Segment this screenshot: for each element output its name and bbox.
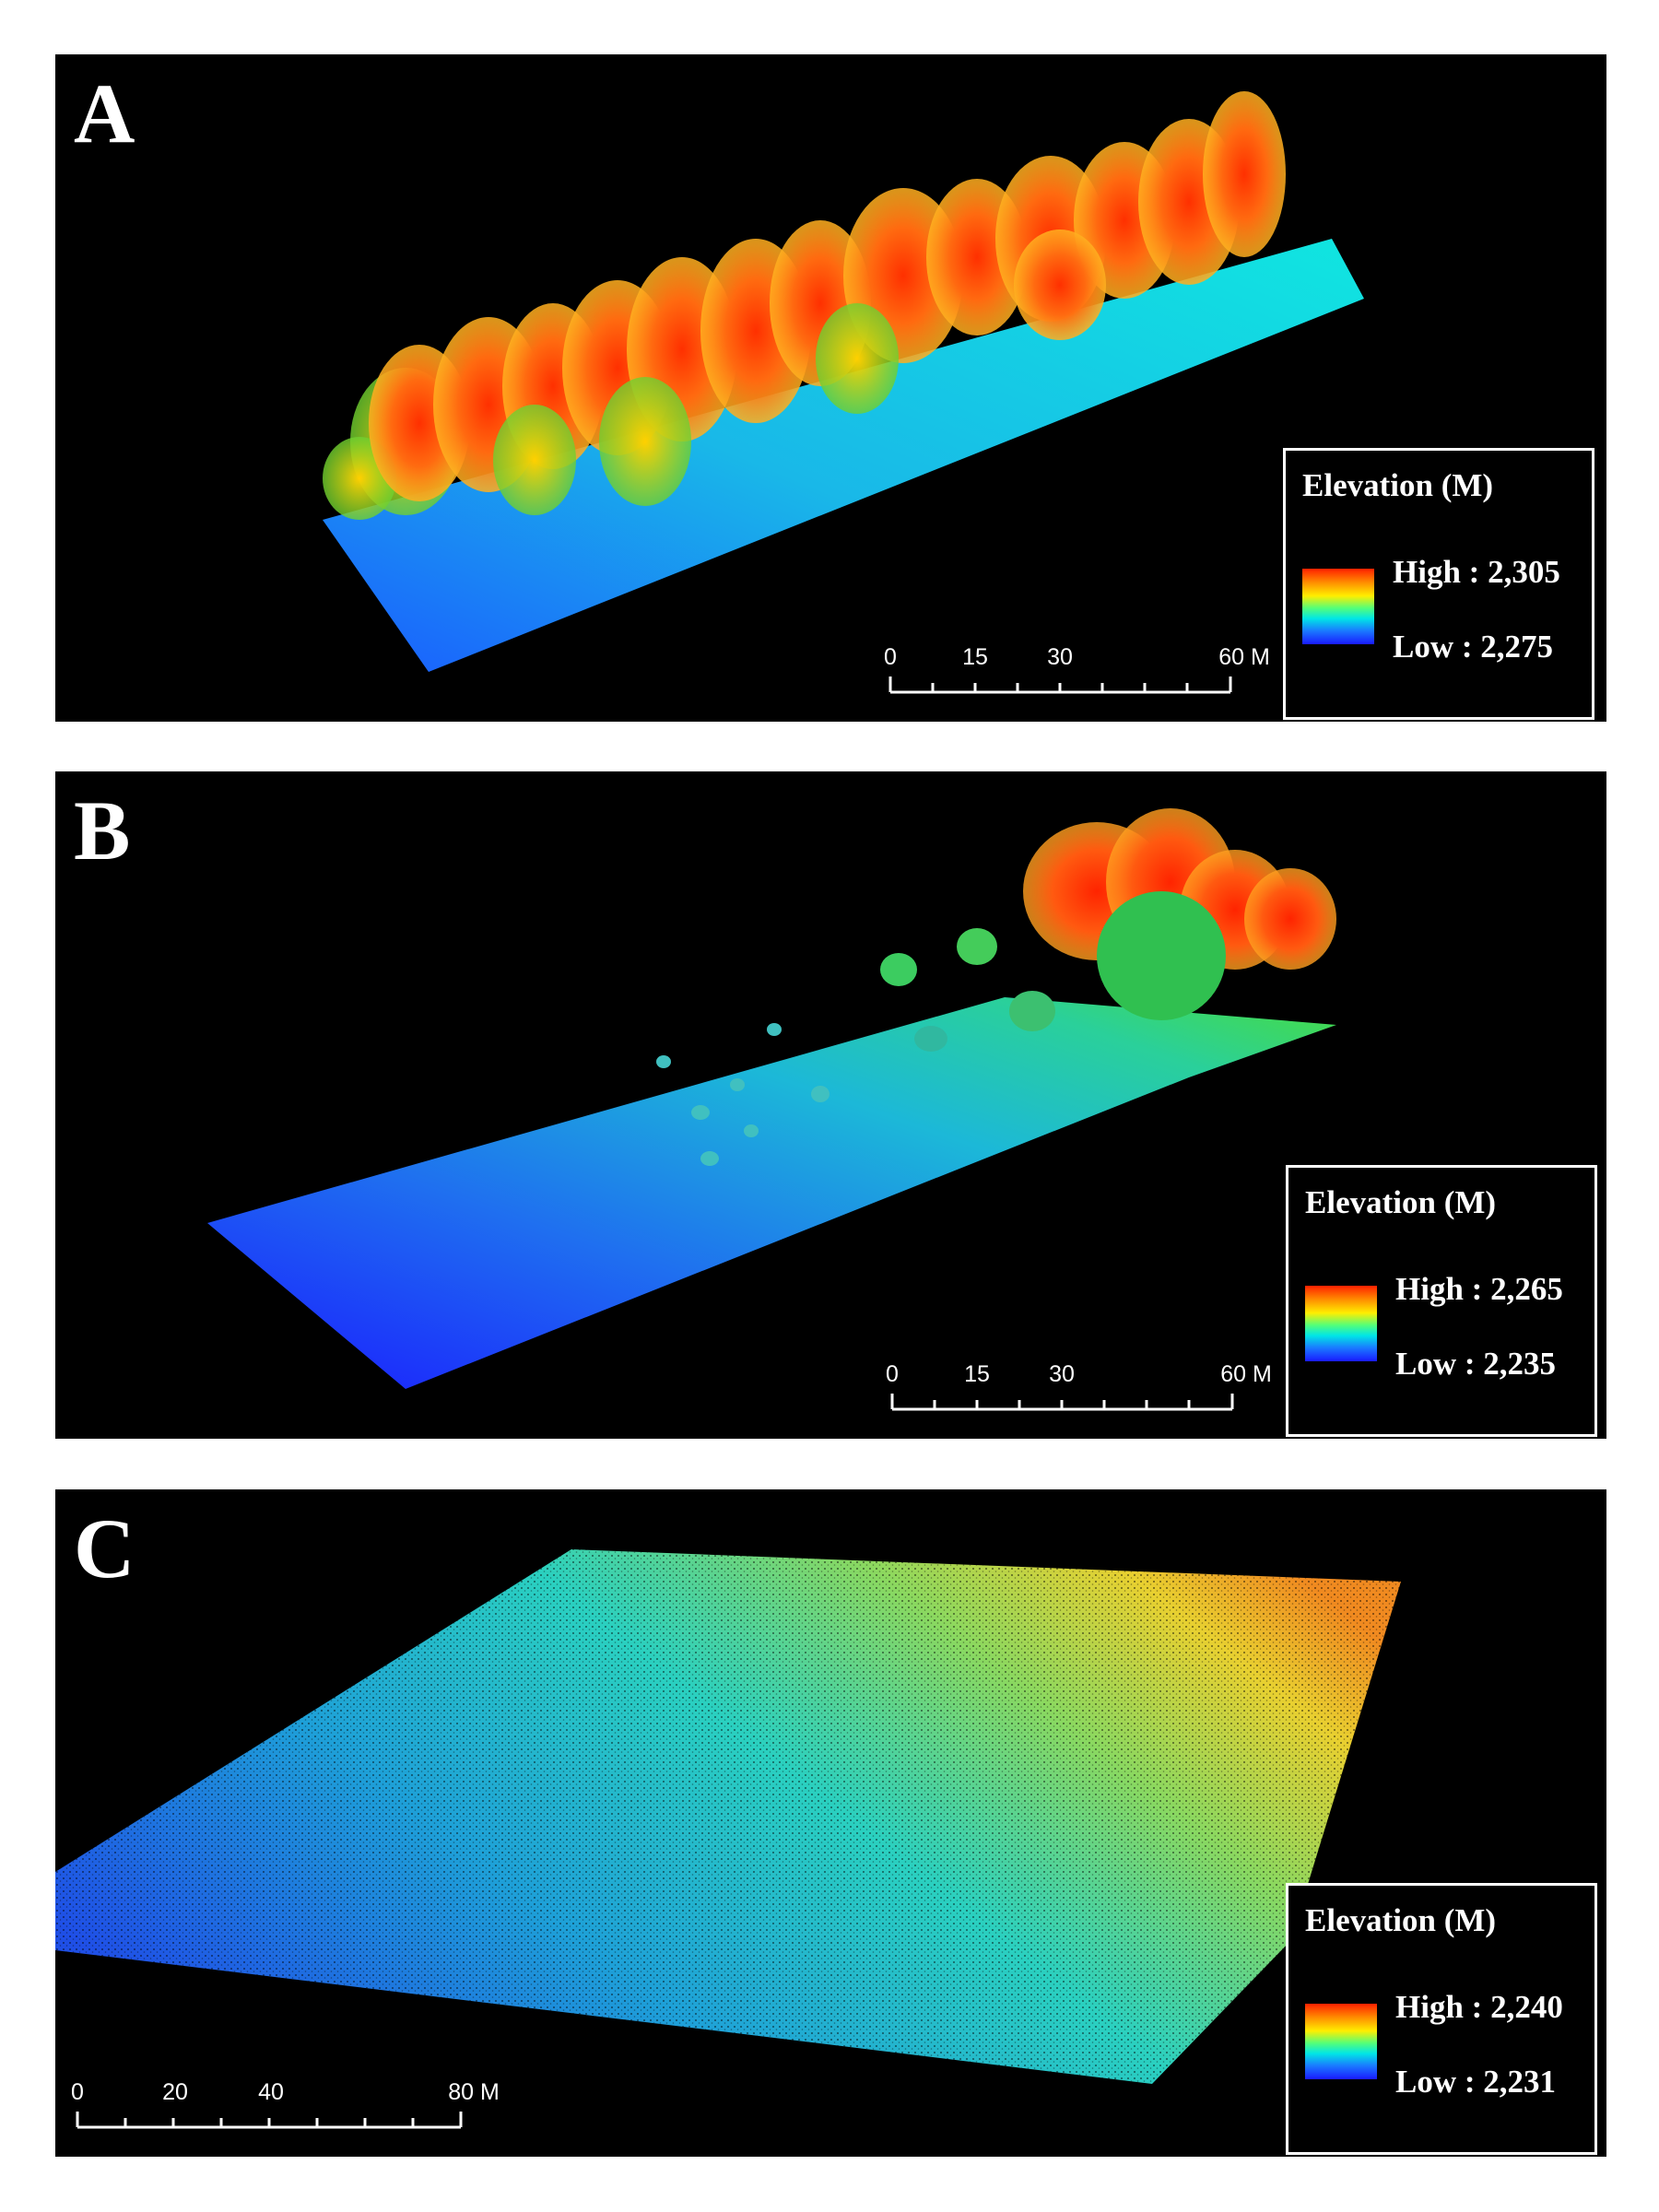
legend-low-label: Low : 2,235 — [1395, 1346, 1557, 1382]
scale-tick-label: 80 M — [448, 2079, 500, 2105]
legend-title: Elevation (M) — [1302, 467, 1494, 503]
tree-crown — [880, 953, 917, 986]
tree-crown — [656, 1055, 671, 1068]
panel-a-lidar-forest-strip: A 0 15 30 60 M Elevation (M) High : 2,30… — [55, 54, 1606, 722]
legend-low-label: Low : 2,231 — [1395, 2064, 1557, 2100]
tree-crown — [1244, 868, 1336, 970]
tree-crown — [767, 1023, 782, 1036]
tree-crown — [691, 1105, 710, 1120]
panel-c-point-cloud — [55, 1549, 1401, 2084]
tree-crown — [700, 1151, 719, 1166]
scale-tick-label: 0 — [884, 644, 897, 670]
scale-tick-label: 20 — [162, 2079, 188, 2105]
tree-crown — [914, 1026, 947, 1052]
scale-tick-label: 60 M — [1220, 1361, 1272, 1387]
tree-crown — [816, 303, 899, 414]
elevation-legend: Elevation (M) High : 2,305 Low : 2,275 — [1283, 448, 1594, 720]
panel-b-lidar-clearing: B 0 15 30 60 M Elevation (M) High : 2,26… — [55, 771, 1606, 1439]
legend-high-label: High : 2,265 — [1395, 1271, 1563, 1307]
elevation-legend: Elevation (M) High : 2,265 Low : 2,235 — [1286, 1165, 1597, 1437]
legend-title: Elevation (M) — [1305, 1902, 1497, 1938]
panel-letter: C — [74, 1501, 135, 1595]
scale-bar: 0 20 40 80 M — [63, 2079, 500, 2144]
scale-bar: 0 15 30 60 M — [876, 644, 1270, 709]
tree-crown — [493, 405, 576, 515]
tree-crown — [730, 1078, 745, 1091]
legend-title: Elevation (M) — [1305, 1184, 1497, 1220]
scale-tick-label: 60 M — [1218, 644, 1270, 670]
panel-letter: B — [74, 783, 131, 877]
scale-tick-label: 40 — [258, 2079, 284, 2105]
color-ramp — [1305, 1286, 1377, 1361]
panel-letter: A — [74, 66, 135, 160]
tree-crown — [1014, 229, 1106, 340]
tree-crown — [744, 1124, 759, 1137]
tree-crown — [1009, 991, 1055, 1031]
color-ramp — [1305, 2004, 1377, 2079]
tree-crown — [1097, 891, 1226, 1020]
panel-c-lidar-field: C 0 20 40 80 M Elevation (M) High : 2,24… — [55, 1489, 1606, 2157]
legend-low-label: Low : 2,275 — [1393, 629, 1554, 665]
scale-tick-label: 15 — [962, 644, 988, 670]
legend-high-label: High : 2,305 — [1393, 554, 1560, 590]
tree-crown — [957, 928, 997, 965]
scale-tick-label: 0 — [71, 2079, 84, 2105]
panel-b-point-cloud — [207, 808, 1336, 1389]
panel-a-point-cloud — [323, 91, 1364, 672]
scale-tick-label: 30 — [1049, 1361, 1075, 1387]
tree-crown — [811, 1086, 830, 1102]
scale-tick-label: 30 — [1047, 644, 1073, 670]
tree-crown — [1203, 91, 1286, 257]
elevation-legend: Elevation (M) High : 2,240 Low : 2,231 — [1286, 1883, 1597, 2155]
scale-tick-label: 15 — [964, 1361, 990, 1387]
scale-tick-label: 0 — [886, 1361, 899, 1387]
legend-high-label: High : 2,240 — [1395, 1989, 1563, 2025]
scale-bar: 0 15 30 60 M — [877, 1361, 1272, 1426]
tree-crown — [599, 377, 691, 506]
color-ramp — [1302, 569, 1374, 644]
